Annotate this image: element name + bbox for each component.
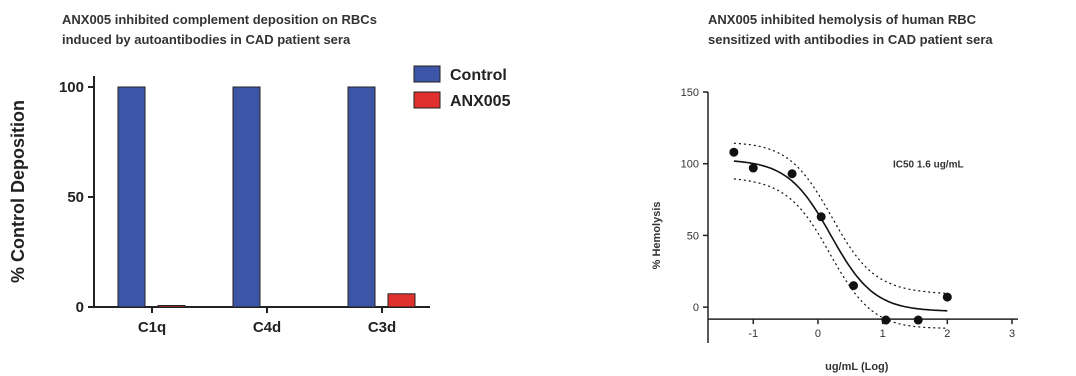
right-chart-title-line-1: ANX005 inhibited hemolysis of human RBC bbox=[708, 12, 976, 27]
right-x-tick-label: 0 bbox=[815, 328, 821, 340]
left-chart-title: ANX005 inhibited complement deposition o… bbox=[62, 10, 482, 50]
right-x-tick-label: 1 bbox=[880, 328, 886, 340]
data-point bbox=[942, 292, 952, 302]
left-x-tick-label: C4d bbox=[253, 319, 281, 336]
right-y-axis-label: % Hemolysis bbox=[651, 201, 663, 269]
bar-control-c1q bbox=[117, 86, 146, 308]
data-point bbox=[729, 147, 739, 157]
legend-label-anx005: ANX005 bbox=[450, 93, 511, 110]
left-x-tick-label: C1q bbox=[138, 319, 166, 336]
right-x-tick-label: 2 bbox=[944, 328, 950, 340]
legend-label-control: Control bbox=[450, 67, 507, 84]
right-y-tick-label: 100 bbox=[681, 159, 699, 171]
data-point bbox=[816, 212, 826, 222]
left-chart-title-line-2: induced by autoantibodies in CAD patient… bbox=[62, 32, 351, 47]
legend-swatch-control bbox=[413, 65, 441, 83]
right-chart-title-line-2: sensitized with antibodies in CAD patien… bbox=[708, 32, 993, 47]
fit-ci-lower bbox=[733, 178, 948, 329]
bar-control-c4d bbox=[232, 86, 261, 308]
data-point bbox=[748, 163, 758, 173]
legend-swatch-anx005 bbox=[413, 91, 441, 109]
left-y-axis-label: % Control Deposition bbox=[8, 100, 28, 283]
data-point bbox=[849, 281, 859, 291]
data-point bbox=[913, 315, 923, 325]
left-chart-title-line-1: ANX005 inhibited complement deposition o… bbox=[62, 12, 377, 27]
right-x-axis-label: ug/mL (Log) bbox=[825, 361, 889, 373]
left-y-tick-label: 0 bbox=[76, 299, 84, 316]
data-point bbox=[787, 169, 797, 179]
left-y-tick-label: 50 bbox=[67, 189, 84, 206]
ic50-annotation: IC50 1.6 ug/mL bbox=[893, 160, 964, 171]
fit-curve bbox=[733, 160, 948, 312]
fit-ci-upper bbox=[733, 142, 948, 294]
left-x-tick-label: C3d bbox=[368, 319, 396, 336]
bar-anx005-c3d bbox=[387, 293, 416, 308]
right-chart-title: ANX005 inhibited hemolysis of human RBC … bbox=[708, 10, 1068, 50]
bar-anx005-c1q bbox=[157, 305, 186, 308]
right-y-tick-label: 0 bbox=[693, 302, 699, 314]
complement-deposition-bar-chart: 0 50 100 % Control Deposition C1q C4d C3d Contr… bbox=[8, 65, 511, 336]
right-x-tick-label: -1 bbox=[748, 328, 758, 340]
data-point bbox=[881, 315, 891, 325]
right-x-tick-label: 3 bbox=[1009, 328, 1015, 340]
right-y-tick-label: 150 bbox=[681, 87, 699, 99]
left-y-tick-label: 100 bbox=[59, 79, 84, 96]
right-y-tick-label: 50 bbox=[687, 230, 699, 242]
bar-control-c3d bbox=[347, 86, 376, 308]
